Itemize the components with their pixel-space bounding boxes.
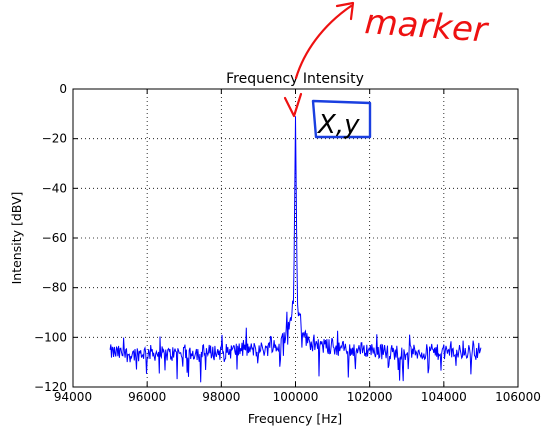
coordinate-box-label: X,y	[316, 110, 360, 140]
y-tick-label: −80	[42, 281, 67, 295]
x-tick-label: 106000	[495, 390, 541, 404]
coordinate-box: X,y	[311, 99, 372, 140]
ticks: 94000 96000 98000 100000 102000 104000 106000 0…	[34, 82, 541, 404]
x-tick-label: 96000	[128, 390, 166, 404]
x-tick-label: 100000	[273, 390, 319, 404]
y-tick-label: −20	[42, 132, 67, 146]
y-tick-label: −120	[34, 380, 67, 394]
y-tick-label: −40	[42, 181, 67, 195]
coordinate-box-outline	[311, 99, 372, 139]
y-axis-label: Intensity [dBV]	[9, 192, 24, 285]
series-line	[109, 116, 482, 383]
x-tick-label: 104000	[421, 390, 467, 404]
y-tick-label: 0	[59, 82, 67, 96]
gridlines	[73, 89, 518, 387]
marker-arrow	[294, 4, 353, 80]
x-tick-label: 98000	[202, 390, 240, 404]
y-tick-label: −100	[34, 330, 67, 344]
marker-arrowhead	[335, 1, 355, 21]
marker-check	[283, 92, 303, 118]
x-tick-label: 94000	[54, 390, 92, 404]
marker-label: marker	[363, 2, 490, 51]
x-axis-label: Frequency [Hz]	[248, 411, 342, 426]
marker-annotation: marker	[283, 1, 490, 118]
y-tick-label: −60	[42, 231, 67, 245]
chart-title: Frequency Intensity	[226, 71, 364, 87]
x-tick-label: 102000	[347, 390, 393, 404]
